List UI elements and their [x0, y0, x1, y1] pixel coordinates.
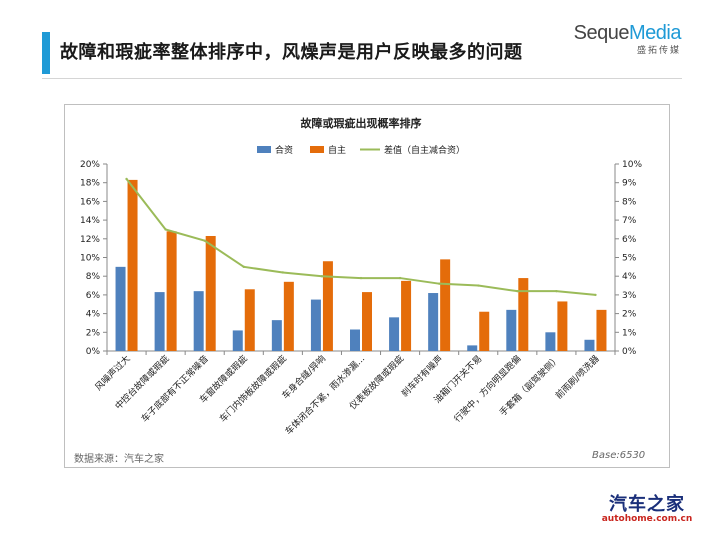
point-difference-6	[359, 276, 363, 280]
y-tick-label-left-9: 18%	[80, 179, 100, 189]
slide-title: 故障和瑕疵率整体排序中，风燥声是用户反映最多的问题	[60, 42, 523, 63]
bar-joint-venture-4	[271, 320, 282, 351]
bar-domestic-6	[362, 292, 372, 351]
legend-label-1: 自主	[328, 144, 346, 156]
base-count: Base:6530	[592, 450, 646, 461]
bar-joint-venture-8	[428, 293, 439, 351]
y-tick-label-right-5: 5%	[622, 254, 637, 264]
point-difference-8	[437, 282, 441, 285]
bar-domestic-11	[557, 301, 568, 351]
point-difference-1	[164, 228, 167, 231]
y-tick-label-left-4: 8%	[86, 272, 101, 282]
y-tick-label-right-4: 4%	[622, 272, 637, 282]
y-tick-label-left-3: 6%	[86, 291, 101, 301]
bar-domestic-9	[479, 311, 490, 351]
autohome-logo-main: 汽车之家	[609, 494, 685, 515]
autohome-logo: 汽车之家 autohome.com.cn	[592, 490, 702, 524]
bar-domestic-7	[401, 280, 412, 351]
bar-domestic-4	[283, 281, 294, 351]
bar-domestic-3	[244, 289, 255, 351]
y-tick-label-left-0: 0%	[86, 347, 101, 357]
legend-label-2: 差值（自主减合资）	[384, 144, 465, 156]
bar-joint-venture-9	[467, 345, 478, 351]
y-tick-label-left-5: 10%	[80, 254, 100, 264]
bar-joint-venture-3	[232, 330, 243, 351]
legend-swatch-1	[310, 146, 324, 153]
bar-domestic-1	[166, 231, 177, 351]
bar-joint-venture-6	[350, 329, 360, 351]
bar-domestic-0	[127, 179, 138, 351]
bar-joint-venture-10	[506, 309, 517, 351]
legend-label-0: 合资	[275, 144, 293, 156]
brand-name: SequeMedia	[573, 22, 682, 45]
y-tick-label-right-2: 2%	[622, 310, 637, 320]
bar-domestic-10	[518, 278, 529, 351]
brand-name-suffix: Media	[629, 22, 681, 44]
data-source: 数据来源：汽车之家	[74, 454, 164, 465]
y-tick-label-right-7: 7%	[622, 216, 637, 226]
title-divider	[42, 78, 682, 79]
bar-joint-venture-1	[154, 292, 165, 351]
title-accent-bar	[42, 32, 50, 74]
bar-domestic-5	[322, 261, 333, 351]
x-tick-label-2: 车子底部有不正常噪音	[139, 353, 211, 425]
y-tick-label-right-1: 1%	[622, 328, 637, 338]
point-difference-10	[516, 289, 519, 293]
bar-domestic-12	[596, 309, 607, 351]
brand-logo: SequeMedia 盛拓传媒	[573, 22, 682, 56]
y-tick-label-right-8: 8%	[622, 197, 637, 207]
bar-joint-venture-2	[193, 291, 204, 351]
autohome-logo-url: autohome.com.cn	[601, 514, 693, 524]
y-tick-label-right-0: 0%	[622, 347, 637, 357]
x-tick-label-0: 风噪声过大	[92, 353, 132, 393]
point-difference-0	[125, 177, 128, 181]
brand-name-prefix: Seque	[573, 22, 630, 44]
point-difference-4	[281, 271, 285, 274]
y-tick-label-right-9: 9%	[622, 179, 637, 189]
legend-swatch-0	[257, 146, 271, 153]
x-tick-label-4: 车门内饰板故障或瑕疵	[217, 353, 289, 425]
point-difference-7	[398, 276, 402, 280]
point-difference-2	[203, 239, 206, 242]
y-tick-label-left-1: 2%	[86, 328, 101, 338]
bar-joint-venture-7	[389, 317, 400, 351]
point-difference-5	[320, 275, 324, 278]
y-tick-label-left-7: 14%	[80, 216, 100, 226]
bar-joint-venture-11	[545, 332, 556, 351]
point-difference-11	[555, 289, 558, 293]
x-tick-label-6: 车体闭合不紧，雨水渗漏...	[283, 353, 368, 438]
y-tick-label-left-6: 12%	[80, 235, 100, 245]
bar-domestic-8	[440, 259, 451, 351]
y-tick-label-left-10: 20%	[80, 160, 100, 170]
y-tick-label-left-2: 4%	[86, 310, 101, 320]
point-difference-3	[242, 265, 245, 269]
point-difference-9	[477, 284, 480, 287]
bar-domestic-2	[205, 235, 216, 351]
bar-joint-venture-0	[115, 266, 126, 351]
bar-joint-venture-5	[310, 299, 321, 351]
chart-title: 故障或瑕疵出现概率排序	[301, 116, 422, 130]
x-tick-label-10: 行驶中，方向明显跑偏	[451, 353, 523, 425]
brand-subtitle: 盛拓传媒	[636, 46, 681, 56]
bar-joint-venture-12	[584, 339, 595, 351]
point-difference-12	[594, 293, 597, 297]
y-tick-label-right-3: 3%	[622, 291, 637, 301]
y-tick-label-right-10: 10%	[622, 160, 642, 170]
chart-frame: 故障或瑕疵出现概率排序合资 自主 差值（自主减合资） 0% 2% 4% 6% 8% 10% 12%…	[64, 104, 670, 468]
y-tick-label-right-6: 6%	[622, 235, 637, 245]
y-tick-label-left-8: 16%	[80, 197, 100, 207]
